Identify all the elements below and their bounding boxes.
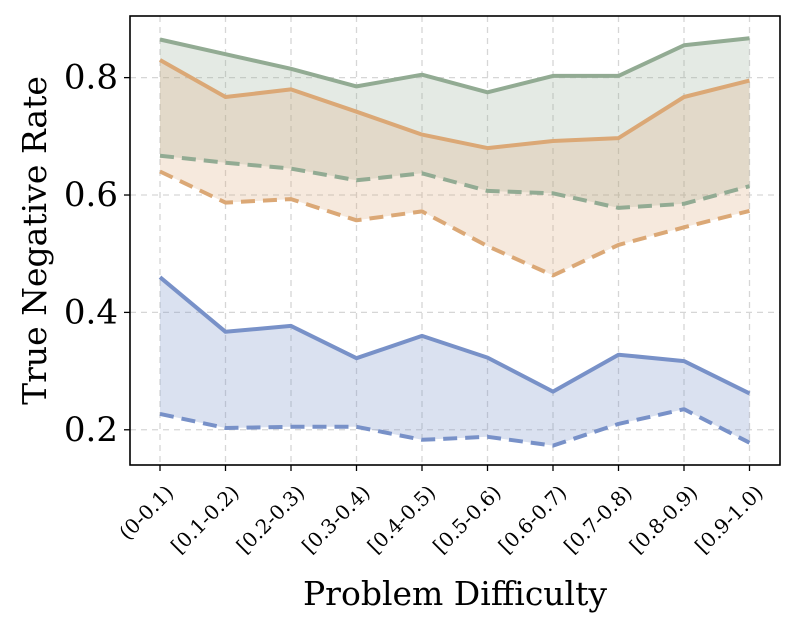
orange-solid-line: [159, 58, 750, 151]
x-tick-label: [0.3-0.4): [297, 480, 375, 558]
orange-band: [160, 60, 750, 276]
blue-dashed-line: [159, 407, 751, 448]
y-tick-label: 0.2: [64, 410, 118, 450]
y-tick-label: 0.6: [64, 175, 118, 215]
x-tick-label: [0.7-0.8): [559, 480, 637, 558]
band-layer: [160, 38, 750, 446]
x-tick-label: [0.4-0.5): [363, 480, 441, 558]
x-tick-label: [0.2-0.3): [232, 480, 310, 558]
plot-frame: [129, 15, 781, 466]
green-dashed-line: [159, 153, 751, 210]
green-band: [160, 38, 750, 208]
x-tick-label: (0-0.1): [114, 480, 178, 544]
x-tick-label: [0.9-1.0): [690, 480, 768, 558]
x-axis-title: Problem Difficulty: [303, 574, 607, 613]
blue-band: [160, 277, 750, 446]
x-tick-label: [0.6-0.7): [494, 480, 572, 558]
y-tick-label: 0.8: [64, 58, 118, 98]
y-axis-title: True Negative Rate: [15, 76, 54, 405]
green-solid-line: [159, 36, 750, 95]
x-tick-label: [0.8-0.9): [625, 480, 703, 558]
blue-solid-line: [158, 275, 751, 396]
x-tick-label: [0.5-0.6): [428, 480, 506, 558]
y-tick-label: 0.4: [64, 292, 118, 332]
x-tick-label: [0.1-0.2): [166, 480, 244, 558]
line-layer: [158, 36, 751, 448]
orange-dashed-line: [159, 169, 750, 278]
